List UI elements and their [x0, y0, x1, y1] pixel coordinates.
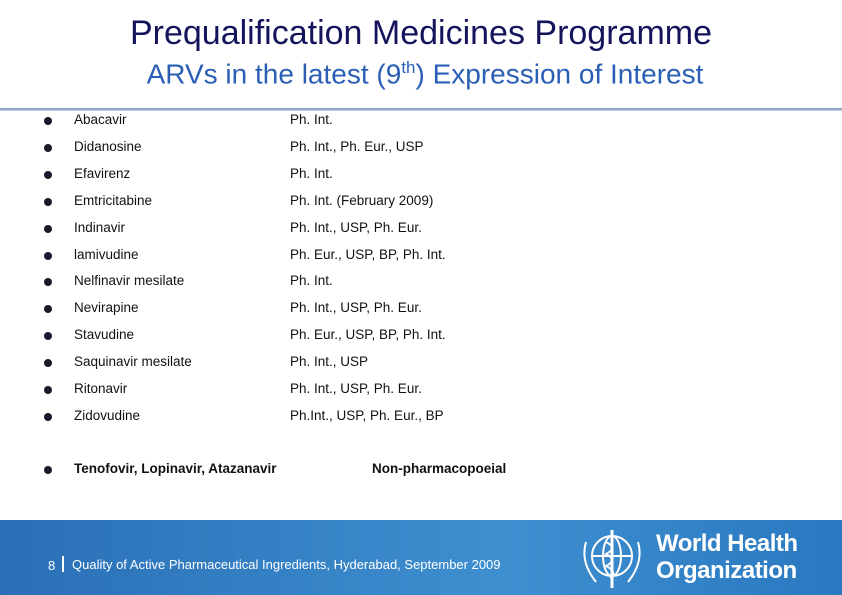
- drug-name: Tenofovir, Lopinavir, Atazanavir: [74, 461, 277, 476]
- drug-name: Didanosine: [74, 138, 142, 154]
- table-row: lamivudine Ph. Eur., USP, BP, Ph. Int.: [0, 247, 842, 267]
- table-row: Tenofovir, Lopinavir, Atazanavir Non-phar…: [0, 461, 842, 481]
- title: Prequalification Medicines Programme: [129, 14, 713, 52]
- pharmacopoeia: Ph. Eur., USP, BP, Ph. Int.: [290, 246, 446, 262]
- pharmacopoeia: Ph. Int.: [290, 273, 333, 289]
- subtitle-sup: th: [401, 58, 416, 77]
- pharmacopoeia: Ph. Eur., USP, BP, Ph. Int.: [290, 327, 446, 343]
- drug-name: Ritonavir: [74, 381, 128, 396]
- pharmacopoeia: Ph.Int., USP, Ph. Eur., BP: [290, 407, 444, 423]
- footer-text: Quality of Active Pharmaceutical Ingredi…: [72, 557, 501, 572]
- drug-name: Nevirapine: [74, 300, 139, 316]
- bullet: [44, 332, 52, 341]
- drug-name: Emtricitabine: [74, 192, 153, 208]
- logo-line: World Health: [656, 530, 798, 557]
- table-row: Stavudine Ph. Eur., USP, BP, Ph. Int.: [0, 327, 842, 347]
- table-row: Indinavir Ph. Int., USP, Ph. Eur.: [0, 220, 842, 240]
- pharmacopoeia: Ph. Int.: [290, 165, 333, 181]
- who-emblem: [583, 530, 641, 588]
- drug-name: Abacavir: [74, 112, 127, 127]
- page-number: 8: [48, 558, 56, 573]
- pharmacopoeia: Ph. Int., USP, Ph. Eur.: [290, 300, 422, 316]
- bullet: [44, 412, 52, 421]
- subtitle: ARVs in the latest (9th) Expression of I…: [0, 58, 842, 90]
- pharmacopoeia: Ph. Int., Ph. Eur., USP: [290, 138, 424, 154]
- table-row: Ritonavir Ph. Int., USP, Ph. Eur.: [0, 381, 842, 401]
- table-row: Emtricitabine Ph. Int. (February 2009): [0, 193, 842, 213]
- pharmacopoeia: Ph. Int. (February 2009): [290, 192, 434, 208]
- pharmacopoeia: Ph. Int., USP, Ph. Eur.: [290, 381, 422, 396]
- table-row: Saquinavir mesilate Ph. Int., USP: [0, 354, 842, 374]
- pharmacopoeia: Ph. Int.: [290, 112, 333, 127]
- subtitle-text: ARVs in the latest (9: [146, 58, 402, 90]
- pharmacopoeia: Ph. Int., USP: [290, 354, 369, 370]
- bullet: [44, 143, 52, 152]
- drug-name: lamivudine: [74, 246, 139, 262]
- table-row: Efavirenz Ph. Int.: [0, 166, 842, 186]
- table-row: Nevirapine Ph. Int., USP, Ph. Eur.: [0, 300, 842, 320]
- subtitle-text: ) Expression of Interest: [415, 58, 704, 90]
- footer: 8 Quality of Active Pharmaceutical Ingre…: [0, 520, 842, 595]
- table-row: Zidovudine Ph.Int., USP, Ph. Eur., BP: [0, 408, 842, 428]
- logo-text: World Health Organization: [656, 530, 798, 584]
- drug-name: Zidovudine: [74, 407, 141, 423]
- bullet: [44, 170, 52, 179]
- bullet: [44, 466, 52, 474]
- table-row: Nelfinavir mesilate Ph. Int.: [0, 273, 842, 293]
- table-row: Didanosine Ph. Int., Ph. Eur., USP: [0, 139, 842, 159]
- bullet: [44, 386, 52, 394]
- bullet: [44, 117, 52, 125]
- drug-name: Stavudine: [74, 327, 135, 343]
- table-row: Abacavir Ph. Int.: [0, 112, 842, 132]
- pharmacopoeia: Non-pharmacopoeial: [372, 461, 507, 476]
- drug-name: Saquinavir mesilate: [74, 354, 192, 370]
- pharmacopoeia: Ph. Int., USP, Ph. Eur.: [290, 219, 422, 235]
- bullet: [44, 359, 52, 368]
- bullet: [44, 224, 52, 233]
- bullet: [44, 305, 52, 314]
- divider: [0, 108, 842, 111]
- drug-name: Nelfinavir mesilate: [74, 273, 185, 289]
- drug-name: Indinavir: [74, 219, 126, 235]
- bullet: [44, 278, 52, 287]
- drug-name: Efavirenz: [74, 165, 131, 181]
- logo-line: Organization: [656, 557, 797, 584]
- separator: [62, 556, 64, 572]
- bullet: [44, 251, 52, 260]
- bullet: [44, 197, 52, 206]
